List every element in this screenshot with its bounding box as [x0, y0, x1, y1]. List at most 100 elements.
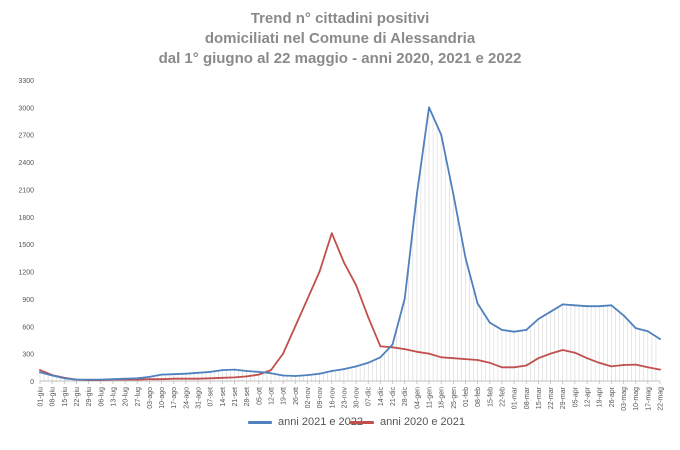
x-tick-label: 04-gen	[414, 387, 421, 409]
data-point-series-1	[343, 368, 345, 371]
x-tick-label: 08-giu	[50, 387, 57, 407]
x-tick-label: 28-dic	[402, 387, 409, 407]
data-point-series-2	[148, 378, 151, 381]
x-tick-label: 19-ott	[281, 387, 288, 405]
data-point-series-2	[270, 369, 272, 371]
x-tick-label: 25-gen	[451, 387, 458, 409]
x-tick-label: 26-apr	[609, 386, 616, 407]
data-point-series-2	[598, 361, 601, 364]
data-point-series-2	[221, 376, 224, 379]
data-point-series-2	[233, 376, 236, 379]
data-point-series-1	[622, 314, 625, 317]
x-tick-label: 07-dic	[366, 387, 373, 407]
x-tick-label: 31-ago	[196, 387, 203, 409]
x-tick-label: 05-apr	[572, 386, 579, 407]
legend-swatch-red	[350, 420, 374, 424]
chart-title-line-3: dal 1° giugno al 22 maggio - anni 2020, …	[158, 50, 522, 67]
y-tick-label: 1800	[18, 215, 34, 222]
x-tick-label: 01-mar	[512, 386, 519, 409]
data-point-series-2	[488, 361, 491, 364]
x-tick-label: 22-giu	[74, 387, 81, 407]
data-point-series-1	[75, 378, 78, 381]
data-point-series-2	[367, 316, 370, 319]
data-point-series-1	[39, 371, 41, 374]
data-point-series-1	[233, 368, 236, 371]
data-point-series-1	[440, 133, 443, 136]
data-point-series-1	[318, 372, 321, 375]
x-tick-label: 15-mar	[536, 386, 543, 409]
data-point-series-1	[257, 370, 260, 373]
data-point-series-1	[245, 370, 248, 372]
data-point-series-2	[610, 365, 613, 368]
data-point-series-2	[257, 373, 260, 376]
data-point-series-1	[209, 370, 212, 373]
x-tick-label: 08-mar	[524, 386, 531, 409]
data-point-series-2	[622, 364, 625, 366]
series-line-1	[39, 106, 661, 381]
x-tick-label: 22-mar	[548, 386, 555, 409]
data-point-series-2	[646, 366, 649, 369]
y-tick-label: 3300	[18, 78, 34, 85]
data-point-series-2	[525, 364, 528, 367]
data-point-series-1	[525, 329, 528, 331]
y-tick-label: 1200	[18, 270, 34, 277]
x-tick-label: 09-nov	[317, 387, 324, 409]
data-point-series-2	[659, 368, 661, 371]
data-point-series-1	[197, 371, 199, 374]
data-point-series-2	[197, 377, 199, 380]
y-tick-label: 1500	[18, 242, 34, 249]
x-tick-label: 19-apr	[597, 386, 604, 407]
data-point-series-2	[160, 378, 163, 381]
data-point-series-2	[282, 352, 285, 355]
y-tick-label: 600	[22, 324, 34, 331]
y-tick-label: 900	[22, 297, 34, 304]
data-point-series-2	[355, 284, 357, 287]
data-point-series-2	[184, 377, 187, 380]
x-tick-label: 15-giu	[62, 387, 69, 407]
x-tick-label: 10-ago	[159, 387, 166, 409]
data-point-series-1	[476, 302, 479, 305]
data-point-series-2	[330, 232, 333, 235]
y-tick-label: 2400	[18, 160, 34, 167]
data-point-series-1	[452, 193, 455, 195]
x-tick-label: 29-mar	[560, 386, 567, 409]
data-point-series-2	[343, 261, 345, 264]
x-tick-label: 10-mag	[633, 387, 640, 411]
data-point-series-1	[63, 377, 66, 380]
data-point-series-2	[440, 356, 443, 359]
data-point-series-1	[148, 375, 151, 378]
data-point-series-1	[415, 193, 418, 195]
data-point-series-2	[403, 348, 406, 350]
data-point-series-1	[87, 378, 90, 381]
data-point-series-1	[646, 330, 649, 333]
data-point-series-1	[659, 338, 661, 340]
x-tick-label: 16-nov	[329, 387, 336, 409]
data-point-series-1	[112, 378, 114, 381]
legend-item-series-1: anni 2021 e 2022	[248, 416, 363, 428]
data-point-series-2	[39, 369, 41, 371]
x-tick-label: 24-ago	[183, 387, 190, 409]
data-point-series-2	[452, 357, 455, 360]
x-tick-label: 13-lug	[110, 387, 117, 407]
data-point-series-2	[586, 357, 588, 360]
chart-title-line-1: Trend n° cittadini positivi	[250, 10, 430, 27]
data-point-series-2	[391, 346, 394, 349]
data-point-series-1	[403, 298, 406, 300]
data-point-series-1	[586, 305, 588, 308]
data-point-series-1	[634, 327, 637, 329]
data-point-series-2	[513, 366, 516, 369]
y-tick-label: 300	[22, 352, 34, 359]
x-tick-label: 05-ott	[256, 387, 263, 405]
data-point-series-1	[99, 378, 102, 381]
data-point-series-1	[428, 106, 430, 109]
x-tick-label: 21-dic	[390, 387, 397, 407]
data-point-series-1	[355, 365, 357, 368]
data-point-series-2	[306, 298, 309, 300]
data-point-series-2	[634, 363, 637, 366]
legend-swatch-blue	[248, 420, 272, 424]
x-tick-label: 14-dic	[378, 387, 385, 407]
data-point-series-2	[501, 366, 503, 369]
data-point-series-1	[379, 356, 382, 359]
